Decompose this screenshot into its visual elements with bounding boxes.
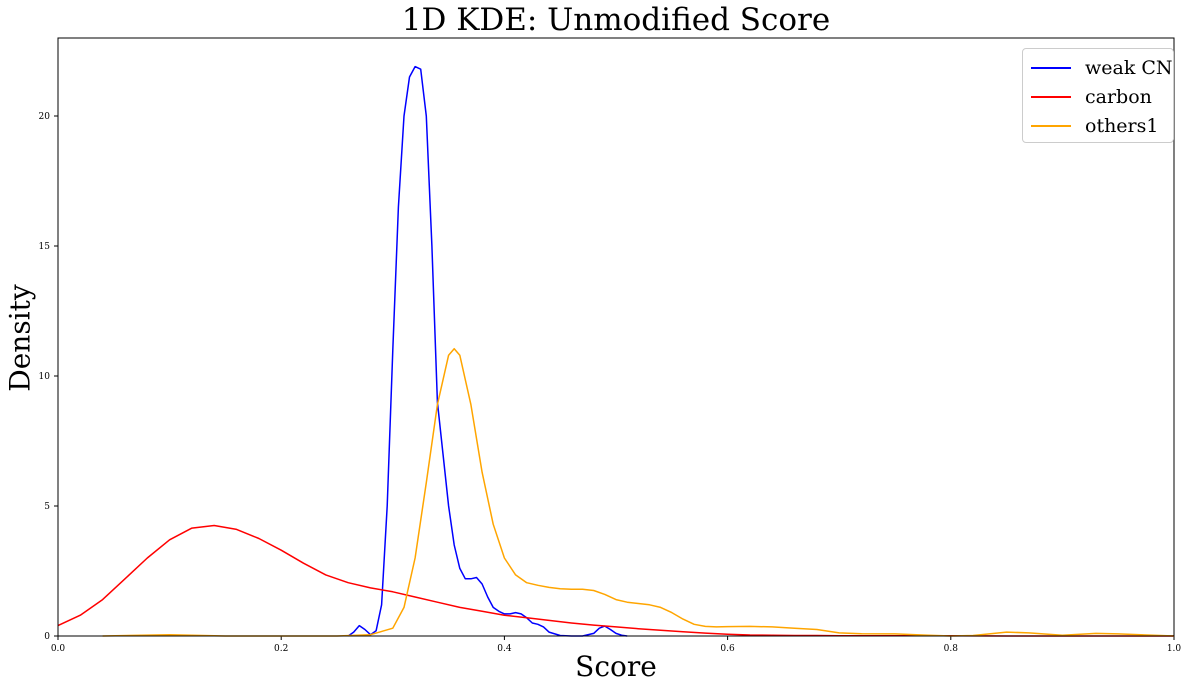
legend-swatch-others1 — [1031, 124, 1071, 127]
legend-label-others1: others1 — [1085, 114, 1159, 137]
legend-item-weak-cn: weak CN — [1023, 53, 1173, 82]
legend-item-carbon: carbon — [1023, 82, 1173, 111]
y-tick-label: 10 — [39, 372, 51, 382]
x-tick-label: 0.6 — [720, 644, 735, 654]
legend-item-others1: others1 — [1023, 111, 1173, 140]
x-tick-label: 0.2 — [274, 644, 288, 654]
legend-swatch-weak-cn — [1031, 66, 1071, 69]
y-tick-label: 15 — [39, 242, 51, 252]
series-line-weak-cn — [347, 65, 628, 637]
series-line-carbon — [57, 524, 1174, 637]
legend-label-weak-cn: weak CN — [1085, 56, 1173, 79]
plot-frame — [57, 37, 1175, 637]
chart-title: 1D KDE: Unmodified Score — [401, 2, 831, 38]
x-axis-label: Score — [575, 650, 657, 683]
series-line-others1 — [102, 347, 1175, 637]
y-tick-label: 20 — [39, 112, 51, 122]
series-lines — [57, 65, 1175, 637]
x-tick-label: 1.0 — [1167, 644, 1182, 654]
x-tick-label: 0.0 — [51, 644, 66, 654]
x-tick-label: 0.8 — [944, 644, 959, 654]
x-tick-label: 0.4 — [497, 644, 512, 654]
legend: weak CN carbon others1 — [1022, 48, 1174, 143]
y-tick-label: 5 — [44, 502, 50, 512]
y-tick-label: 0 — [44, 632, 50, 642]
legend-swatch-carbon — [1031, 95, 1071, 98]
legend-label-carbon: carbon — [1085, 85, 1152, 108]
axis-ticks: 0.0 0.2 0.4 0.6 0.8 1.0 0 5 10 15 20 — [39, 112, 1182, 654]
